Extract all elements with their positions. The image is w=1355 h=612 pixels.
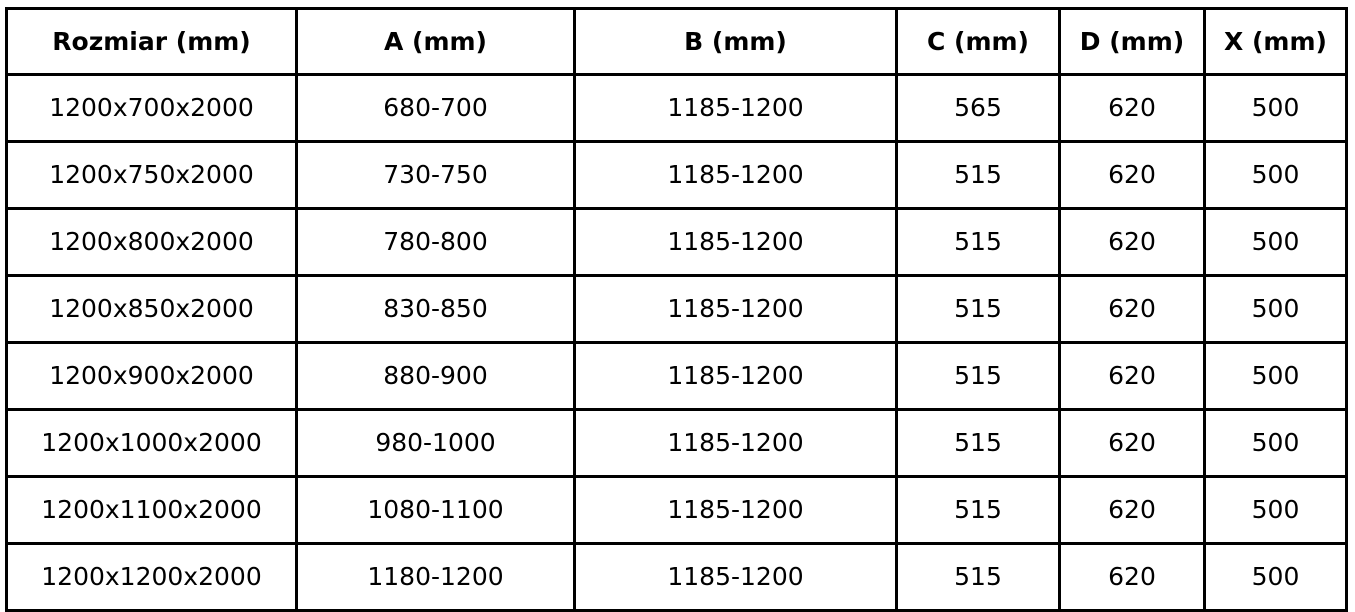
- cell-x: 500: [1203, 542, 1348, 612]
- cell-x: 500: [1203, 408, 1348, 478]
- table-row: 1200x800x2000 780-800 1185-1200 515 620 …: [5, 207, 1348, 277]
- cell-c: 515: [895, 542, 1061, 612]
- table-row: 1200x700x2000 680-700 1185-1200 565 620 …: [5, 73, 1348, 143]
- cell-c: 515: [895, 408, 1061, 478]
- dimensions-table-container: Rozmiar (mm) A (mm) B (mm) C (mm) D (mm)…: [5, 7, 1348, 612]
- cell-b: 1185-1200: [573, 542, 898, 612]
- cell-x: 500: [1203, 341, 1348, 411]
- cell-c: 515: [895, 341, 1061, 411]
- cell-size: 1200x1200x2000: [5, 542, 298, 612]
- cell-b: 1185-1200: [573, 207, 898, 277]
- cell-b: 1185-1200: [573, 408, 898, 478]
- cell-x: 500: [1203, 73, 1348, 143]
- column-header-rozmiar: Rozmiar (mm): [5, 7, 298, 76]
- table-row: 1200x1200x2000 1180-1200 1185-1200 515 6…: [5, 542, 1348, 612]
- column-header-b: B (mm): [573, 7, 898, 76]
- cell-c: 565: [895, 73, 1061, 143]
- page-root: Rozmiar (mm) A (mm) B (mm) C (mm) D (mm)…: [5, 7, 1348, 612]
- column-header-a: A (mm): [295, 7, 576, 76]
- table-header: Rozmiar (mm) A (mm) B (mm) C (mm) D (mm)…: [5, 7, 1348, 76]
- table-row: 1200x900x2000 880-900 1185-1200 515 620 …: [5, 341, 1348, 411]
- cell-a: 880-900: [295, 341, 576, 411]
- cell-b: 1185-1200: [573, 475, 898, 545]
- cell-size: 1200x750x2000: [5, 140, 298, 210]
- cell-x: 500: [1203, 475, 1348, 545]
- cell-c: 515: [895, 475, 1061, 545]
- cell-b: 1185-1200: [573, 341, 898, 411]
- cell-x: 500: [1203, 274, 1348, 344]
- cell-a: 680-700: [295, 73, 576, 143]
- cell-size: 1200x800x2000: [5, 207, 298, 277]
- dimensions-table: Rozmiar (mm) A (mm) B (mm) C (mm) D (mm)…: [5, 7, 1348, 612]
- table-row: 1200x1100x2000 1080-1100 1185-1200 515 6…: [5, 475, 1348, 545]
- cell-b: 1185-1200: [573, 274, 898, 344]
- cell-d: 620: [1058, 140, 1206, 210]
- cell-b: 1185-1200: [573, 140, 898, 210]
- cell-size: 1200x1100x2000: [5, 475, 298, 545]
- cell-a: 980-1000: [295, 408, 576, 478]
- table-header-row: Rozmiar (mm) A (mm) B (mm) C (mm) D (mm)…: [5, 7, 1348, 76]
- cell-a: 830-850: [295, 274, 576, 344]
- cell-size: 1200x700x2000: [5, 73, 298, 143]
- column-header-c: C (mm): [895, 7, 1061, 76]
- cell-d: 620: [1058, 274, 1206, 344]
- cell-size: 1200x1000x2000: [5, 408, 298, 478]
- cell-a: 1080-1100: [295, 475, 576, 545]
- cell-size: 1200x850x2000: [5, 274, 298, 344]
- cell-size: 1200x900x2000: [5, 341, 298, 411]
- cell-b: 1185-1200: [573, 73, 898, 143]
- cell-d: 620: [1058, 207, 1206, 277]
- table-row: 1200x750x2000 730-750 1185-1200 515 620 …: [5, 140, 1348, 210]
- column-header-x: X (mm): [1203, 7, 1348, 76]
- column-header-d: D (mm): [1058, 7, 1206, 76]
- cell-c: 515: [895, 207, 1061, 277]
- cell-x: 500: [1203, 140, 1348, 210]
- table-row: 1200x1000x2000 980-1000 1185-1200 515 62…: [5, 408, 1348, 478]
- cell-d: 620: [1058, 73, 1206, 143]
- cell-c: 515: [895, 274, 1061, 344]
- cell-a: 780-800: [295, 207, 576, 277]
- cell-a: 1180-1200: [295, 542, 576, 612]
- cell-c: 515: [895, 140, 1061, 210]
- table-body: 1200x700x2000 680-700 1185-1200 565 620 …: [5, 73, 1348, 612]
- cell-d: 620: [1058, 542, 1206, 612]
- cell-a: 730-750: [295, 140, 576, 210]
- cell-d: 620: [1058, 475, 1206, 545]
- cell-d: 620: [1058, 341, 1206, 411]
- table-row: 1200x850x2000 830-850 1185-1200 515 620 …: [5, 274, 1348, 344]
- cell-d: 620: [1058, 408, 1206, 478]
- cell-x: 500: [1203, 207, 1348, 277]
